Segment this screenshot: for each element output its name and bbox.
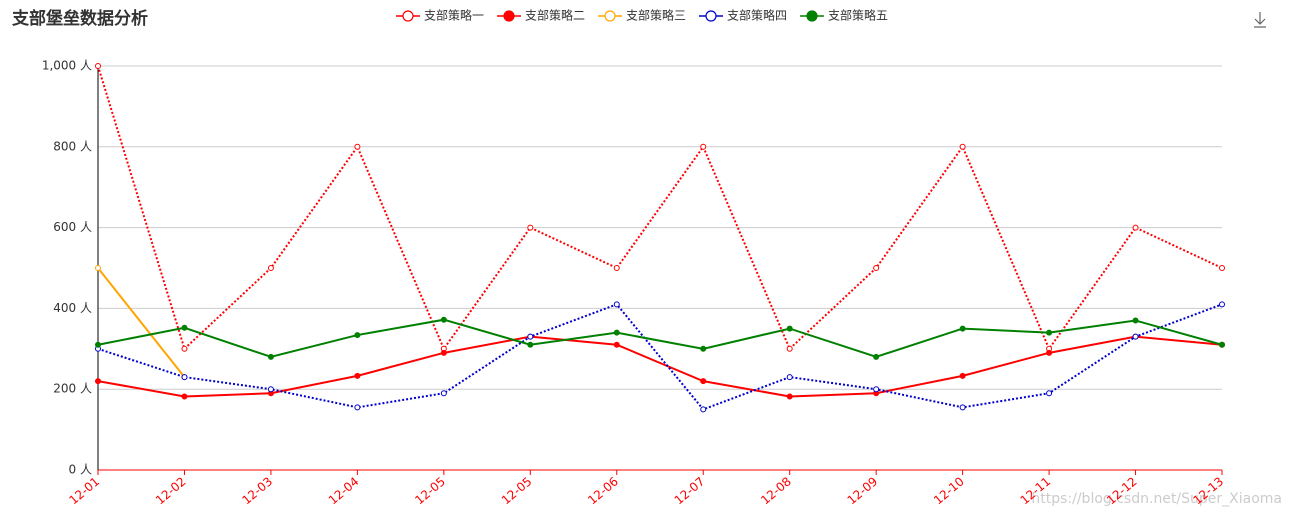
data-point: [1046, 329, 1053, 336]
data-point: [95, 265, 101, 271]
data-point: [527, 333, 534, 340]
y-tick-label: 400 人: [53, 301, 92, 315]
data-point: [1132, 333, 1139, 340]
data-point: [95, 341, 101, 348]
series-line: [97, 318, 1223, 358]
legend-label: 支部策略二: [525, 8, 585, 23]
data-point: [440, 390, 447, 397]
legend-label: 支部策略四: [727, 8, 787, 23]
legend-label: 支部策略一: [424, 8, 484, 23]
x-tick-label: 12-04: [326, 474, 362, 507]
legend-item[interactable]: 支部策略五: [800, 8, 888, 23]
data-point: [873, 265, 880, 271]
data-point: [267, 353, 274, 360]
data-point: [440, 316, 447, 323]
data-point: [354, 404, 361, 411]
data-point: [95, 63, 101, 69]
x-tick-label: 12-05: [499, 474, 535, 507]
legend-symbol: [705, 10, 717, 22]
series-line: [97, 335, 1223, 398]
data-point: [786, 374, 793, 381]
legend-item[interactable]: 支部策略四: [699, 8, 787, 23]
data-point: [354, 372, 361, 379]
data-point: [181, 324, 188, 331]
data-point: [959, 325, 966, 332]
y-tick-label: 0 人: [69, 463, 92, 477]
data-point: [95, 378, 101, 385]
data-point: [613, 341, 620, 348]
chart-title: 支部堡垒数据分析: [12, 8, 148, 29]
data-point: [700, 378, 707, 385]
data-point: [613, 329, 620, 336]
legend-symbol: [806, 10, 818, 22]
data-point: [1219, 341, 1225, 348]
data-point: [1219, 265, 1225, 271]
data-point: [267, 386, 274, 393]
data-point: [786, 393, 793, 400]
y-tick-label: 1,000 人: [42, 59, 92, 73]
x-tick-label: 12-08: [758, 474, 794, 507]
data-point: [613, 301, 620, 308]
y-tick-label: 200 人: [53, 382, 92, 396]
y-tick-label: 800 人: [53, 139, 92, 153]
data-point: [873, 353, 880, 360]
data-point: [700, 406, 707, 413]
data-point: [527, 341, 534, 348]
data-point: [700, 143, 707, 150]
data-point: [527, 224, 534, 231]
x-tick-label: 12-09: [845, 474, 881, 507]
x-tick-label: 12-07: [672, 474, 708, 507]
data-point: [1046, 390, 1053, 397]
data-point: [181, 393, 188, 400]
legend-symbol: [503, 10, 515, 22]
legend-item[interactable]: 支部策略一: [396, 8, 484, 23]
legend-item[interactable]: 支部策略三: [598, 8, 686, 23]
x-tick-label: 12-10: [931, 474, 967, 507]
series-line: [97, 267, 186, 378]
legend-symbol: [402, 10, 414, 22]
y-tick-label: 600 人: [53, 220, 92, 234]
data-point: [959, 143, 966, 150]
download-icon[interactable]: [1254, 12, 1266, 28]
data-point: [700, 345, 707, 352]
data-point: [440, 349, 447, 356]
data-point: [1132, 224, 1139, 231]
series-line: [97, 303, 1223, 411]
legend-symbol: [604, 10, 616, 22]
series-line: [97, 65, 1223, 351]
x-tick-label: 12-03: [239, 474, 275, 507]
legend-label: 支部策略五: [828, 8, 888, 23]
data-point: [1132, 317, 1139, 324]
watermark: https://blog.csdn.net/Super_Xiaoma: [1031, 491, 1282, 507]
data-point: [354, 332, 361, 339]
legend-item[interactable]: 支部策略二: [497, 8, 585, 23]
x-tick-label: 12-02: [153, 474, 189, 507]
data-point: [786, 325, 793, 332]
data-point: [181, 374, 188, 381]
data-point: [959, 372, 966, 379]
download-glyph[interactable]: [1254, 12, 1266, 28]
data-point: [959, 404, 966, 411]
data-point: [1219, 301, 1225, 308]
data-point: [1046, 349, 1053, 356]
data-point: [873, 386, 880, 393]
x-tick-label: 12-01: [66, 474, 102, 507]
data-point: [181, 345, 188, 352]
data-point: [354, 143, 361, 150]
data-point: [267, 265, 274, 271]
data-point: [613, 265, 620, 271]
x-tick-label: 12-05: [412, 474, 448, 507]
legend-label: 支部策略三: [626, 8, 686, 23]
x-tick-label: 12-06: [585, 474, 621, 507]
data-point: [786, 345, 793, 352]
